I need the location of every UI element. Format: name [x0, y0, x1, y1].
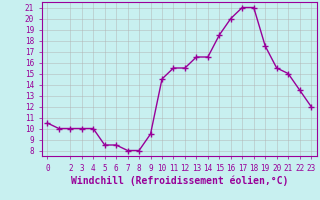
X-axis label: Windchill (Refroidissement éolien,°C): Windchill (Refroidissement éolien,°C)	[70, 175, 288, 186]
